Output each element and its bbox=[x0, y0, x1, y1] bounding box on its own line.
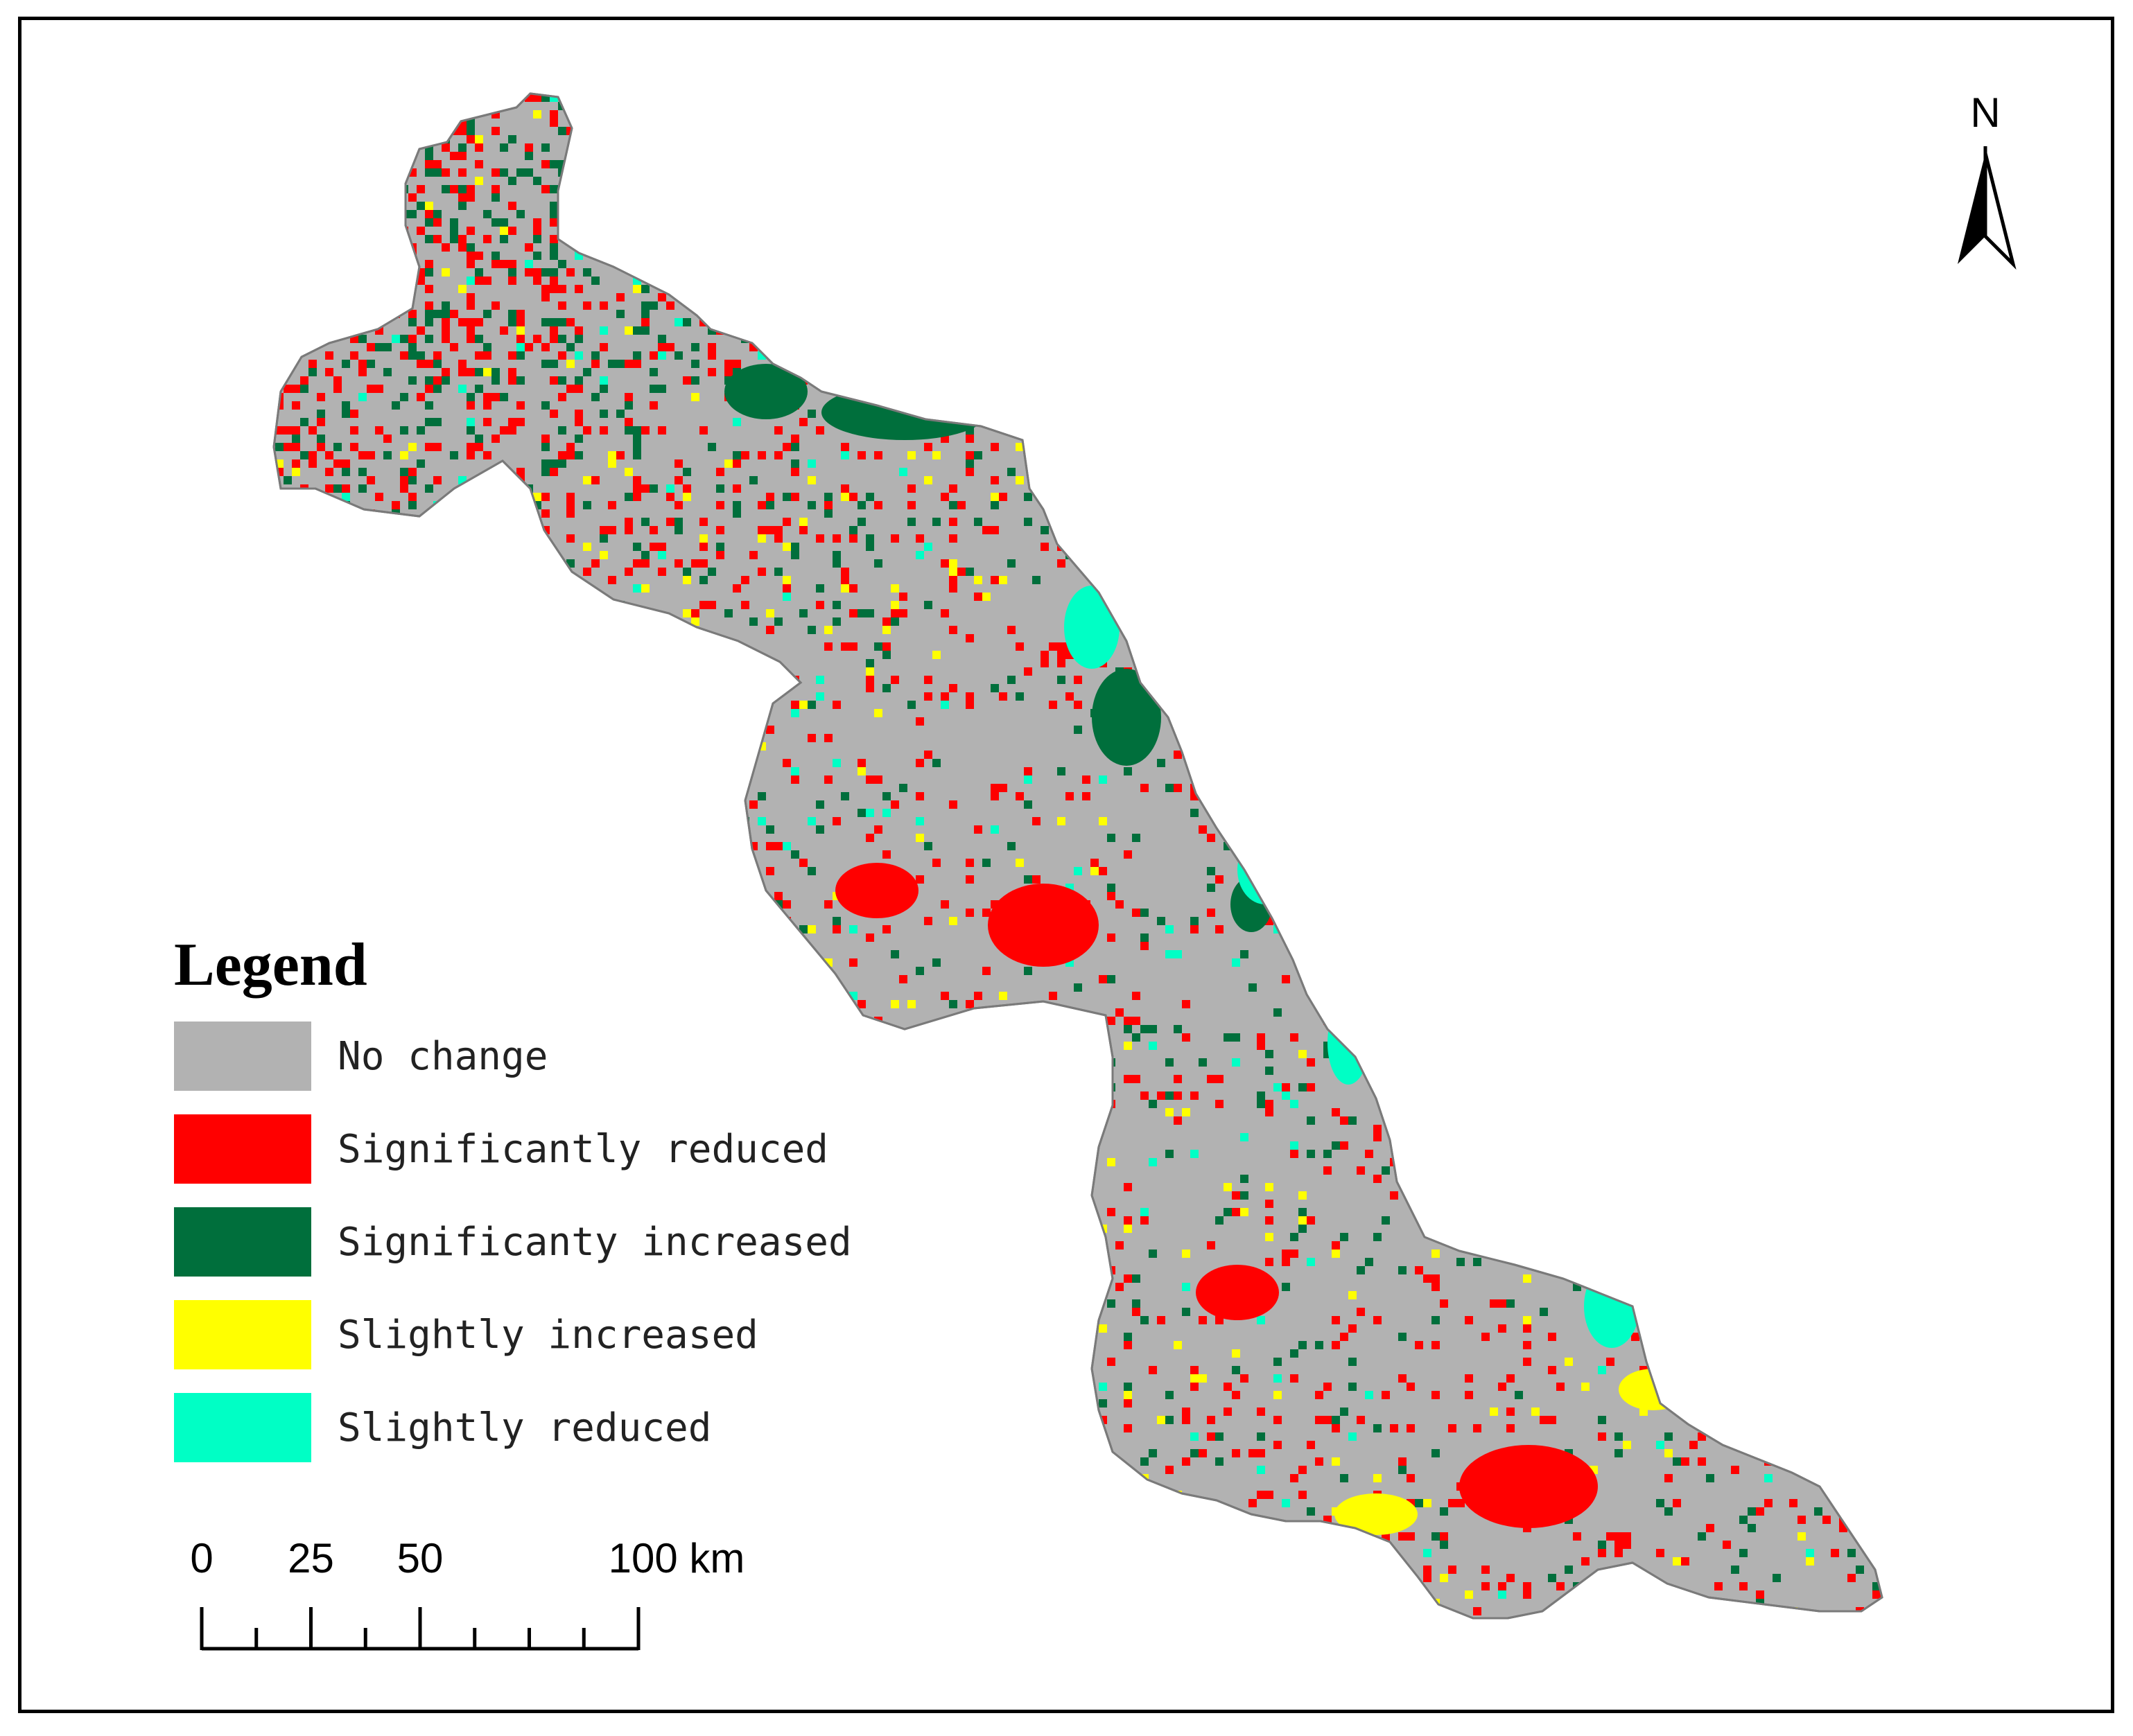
legend-item-slight-reduced: Slightly reduced bbox=[174, 1392, 852, 1463]
legend-swatch bbox=[174, 1207, 311, 1277]
scale-tick-label: 0 bbox=[190, 1535, 214, 1581]
legend-swatch bbox=[174, 1300, 311, 1369]
scale-tick-label: 50 bbox=[397, 1535, 444, 1581]
legend-item-sig-reduced: Significantly reduced bbox=[174, 1114, 852, 1184]
study-region-map bbox=[272, 92, 1883, 1620]
map-frame: N Legend No change Significantly reduced S… bbox=[18, 17, 2114, 1713]
scale-bar: 0 25 50 100 km bbox=[181, 1535, 745, 1656]
legend: Legend No change Significantly reduced Sig… bbox=[174, 935, 852, 1485]
legend-items: No change Significantly reduced Significan… bbox=[174, 1021, 852, 1463]
legend-item-no-change: No change bbox=[174, 1021, 852, 1091]
scale-tick-label: 25 bbox=[288, 1535, 334, 1581]
north-arrow-icon bbox=[1958, 146, 2017, 270]
legend-swatch bbox=[174, 1022, 311, 1091]
legend-title: Legend bbox=[174, 931, 367, 999]
legend-swatch bbox=[174, 1393, 311, 1462]
legend-swatch bbox=[174, 1114, 311, 1184]
legend-label: Slightly increased bbox=[338, 1312, 758, 1358]
scale-bar-graphic bbox=[200, 1607, 641, 1651]
legend-label: Significantly reduced bbox=[338, 1126, 829, 1172]
scale-tick-label: 100 km bbox=[608, 1535, 745, 1581]
legend-label: Significanty increased bbox=[338, 1219, 852, 1265]
legend-item-slight-increased: Slightly increased bbox=[174, 1299, 852, 1370]
legend-label: Slightly reduced bbox=[338, 1405, 712, 1450]
legend-item-sig-increased: Significanty increased bbox=[174, 1207, 852, 1277]
legend-label: No change bbox=[338, 1033, 548, 1079]
north-arrow-label: N bbox=[1970, 89, 2001, 136]
